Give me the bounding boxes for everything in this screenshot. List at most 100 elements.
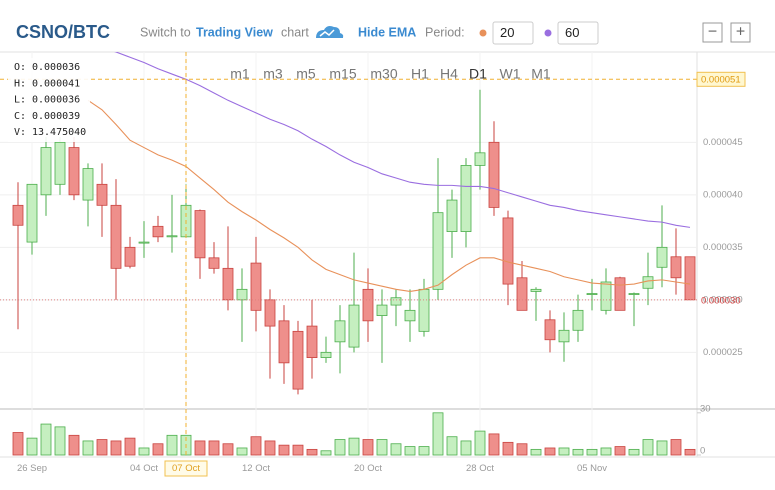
trading-view-link[interactable]: Trading View — [196, 25, 273, 39]
info-value: 13.475040 — [32, 127, 86, 138]
timeframe-option[interactable]: m5 — [296, 66, 316, 82]
timeframe-option[interactable]: W1 — [500, 66, 521, 82]
volume-bar — [600, 447, 612, 456]
candle-body — [348, 304, 360, 348]
timeframe-option[interactable]: m1 — [230, 66, 250, 82]
timeframe-bar: m1 m3 m5 m15 m30 H1 H4 D1 W1 M1 — [230, 66, 551, 82]
zoom-out-box — [702, 22, 723, 43]
candle-body — [446, 199, 458, 232]
timeframe-option[interactable]: m3 — [263, 66, 283, 82]
timeframe-option[interactable]: m15 — [329, 66, 356, 82]
candle-body — [12, 204, 24, 226]
volume-bar — [404, 446, 416, 456]
cloud-icon[interactable] — [316, 26, 344, 38]
info-label: C: — [14, 111, 26, 122]
volume-bar — [194, 440, 206, 456]
candle-body — [474, 152, 486, 166]
volume-bar — [642, 439, 654, 456]
candle-body — [432, 212, 444, 290]
volume-bar — [390, 443, 402, 456]
x-tick-label: 20 Oct — [354, 463, 382, 474]
candle-body — [264, 299, 276, 327]
candle-body — [138, 241, 150, 244]
volume-bar — [12, 432, 24, 456]
candle-body — [544, 319, 556, 341]
candle-body — [684, 256, 696, 301]
candle-body — [334, 320, 346, 343]
period-input-value: 60 — [565, 25, 579, 40]
candle-body — [600, 281, 612, 311]
volume-bar — [432, 412, 444, 456]
info-value: 0.000036 — [32, 95, 80, 106]
volume-bar — [376, 439, 388, 456]
x-tick-label: 07 Oct — [172, 463, 200, 474]
candle-body — [68, 147, 80, 196]
volume-bar — [222, 443, 234, 456]
volume-bar — [124, 437, 136, 456]
zoom-in-button[interactable]: + — [730, 22, 751, 43]
timeframe-option[interactable]: H1 — [411, 66, 429, 82]
ema-lines — [87, 52, 691, 292]
candle-body — [54, 141, 66, 185]
volume-bar — [152, 443, 164, 456]
candle-body — [152, 225, 164, 238]
hide-ema-button[interactable]: Hide EMA — [358, 25, 416, 39]
candle-body — [82, 168, 94, 201]
candle-body — [390, 297, 402, 306]
volume-bar — [558, 447, 570, 456]
switch-suffix: chart — [281, 25, 309, 39]
volume-bar — [446, 436, 458, 456]
crosshair-price-box — [696, 71, 746, 87]
candle-body — [530, 288, 542, 292]
volume-bars — [12, 412, 696, 456]
y2-tick-label: 30 — [700, 403, 711, 414]
crosshair-date-box — [164, 460, 208, 477]
info-label: V: — [14, 127, 26, 138]
volume-bar — [586, 448, 598, 456]
candle-body — [362, 288, 374, 322]
x-tick-label: 04 Oct — [130, 463, 158, 474]
volume-bar — [96, 439, 108, 456]
candle-body — [278, 320, 290, 364]
volume-bar — [236, 447, 248, 456]
timeframe-option[interactable]: H4 — [440, 66, 458, 82]
candle-body — [656, 246, 668, 268]
period-input[interactable]: 60 — [557, 21, 599, 45]
volume-bar — [208, 440, 220, 456]
timeframe-option[interactable]: m30 — [370, 66, 397, 82]
volume-bar — [516, 443, 528, 456]
x-tick-label: 26 Sep — [17, 463, 47, 474]
timeframe-option[interactable]: M1 — [531, 66, 551, 82]
zoom-in-box — [730, 22, 751, 43]
ema-line — [114, 52, 691, 228]
candle-body — [572, 309, 584, 331]
candle-body — [306, 325, 318, 358]
volume-bar — [628, 448, 640, 456]
y-tick-label: 0.000035 — [703, 242, 743, 253]
y-tick-label: 0.000040 — [703, 189, 743, 200]
candle-body — [586, 293, 598, 295]
candle-body — [404, 309, 416, 322]
period-inputs: 20 60 — [479, 21, 599, 45]
candle-body — [516, 277, 528, 311]
candle-body — [236, 288, 248, 301]
period-input[interactable]: 20 — [492, 21, 534, 45]
candle-body — [614, 277, 626, 311]
y-tick-label: 0.000030 — [703, 294, 743, 305]
info-box: O: 0.000036 H: 0.000041 L: 0.000036 C: 0.000039… — [8, 58, 90, 142]
candle-body — [418, 288, 430, 332]
period-dot — [479, 29, 487, 37]
volume-bar — [572, 448, 584, 456]
timeframe-option[interactable]: D1 — [469, 66, 487, 82]
period-input-box — [557, 21, 599, 45]
candle-body — [250, 262, 262, 311]
volume-bar — [656, 440, 668, 456]
period-input-value: 20 — [500, 25, 514, 40]
pair-title: CSNO/BTC — [16, 22, 110, 42]
zoom-out-button[interactable]: − — [702, 22, 723, 43]
volume-bar — [306, 448, 318, 456]
candle-body — [208, 257, 220, 269]
volume-bar — [348, 437, 360, 456]
